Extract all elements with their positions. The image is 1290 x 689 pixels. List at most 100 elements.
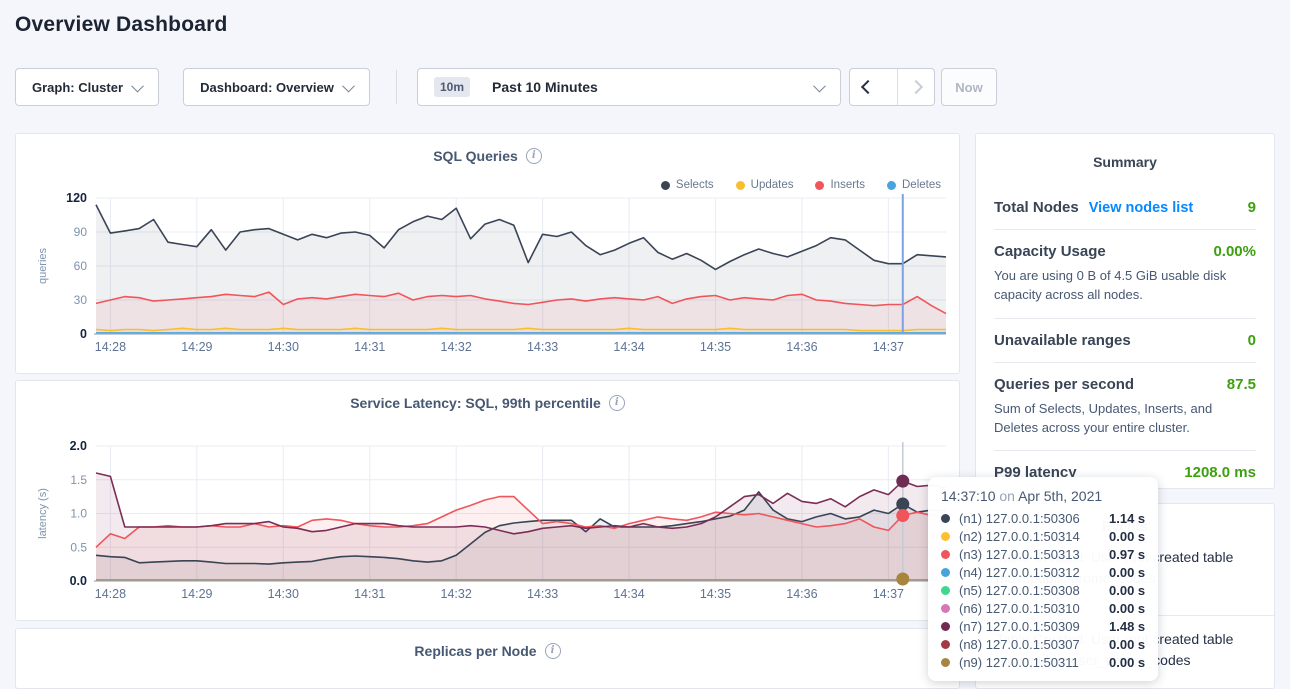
svg-text:60: 60	[74, 259, 88, 273]
svg-text:14:31: 14:31	[354, 587, 385, 601]
tooltip-node-address: (n4) 127.0.0.1:50312	[959, 564, 1080, 580]
info-icon[interactable]: i	[525, 148, 542, 164]
chart-title: Replicas per Node	[414, 643, 537, 659]
svg-text:latency (s): latency (s)	[37, 488, 49, 539]
summary-description: Sum of Selects, Updates, Inserts, and De…	[994, 400, 1213, 435]
graph-dropdown-label: Graph: Cluster	[31, 79, 123, 95]
svg-text:14:30: 14:30	[268, 587, 299, 601]
time-range-label: Past 10 Minutes	[492, 79, 598, 95]
now-button[interactable]: Now	[941, 68, 997, 106]
tooltip-row: (n1) 127.0.0.1:50306 1.14 s	[941, 509, 1146, 527]
node-color-dot-icon	[941, 621, 950, 631]
summary-value: 87.5	[1226, 375, 1256, 393]
summary-label: Queries per second	[994, 375, 1135, 393]
tooltip-node-address: (n8) 127.0.0.1:50307	[959, 636, 1080, 652]
chart-title: Service Latency: SQL, 99th percentile	[350, 395, 601, 411]
svg-text:14:32: 14:32	[441, 340, 472, 354]
chart-title: SQL Queries	[433, 148, 518, 164]
sql-queries-chart[interactable]: 0 30 60 90 120 14:28 14:29 14:30 14:31 14:32 14:33…	[16, 190, 961, 365]
legend-dot-icon	[735, 180, 745, 190]
node-color-dot-icon	[941, 603, 950, 613]
tooltip-node-value: 0.00 s	[1109, 654, 1146, 670]
svg-text:2.0: 2.0	[70, 439, 87, 453]
info-icon[interactable]: i	[544, 643, 561, 659]
summary-title: Summary	[1093, 154, 1157, 170]
svg-text:14:35: 14:35	[700, 587, 731, 601]
chart-hover-tooltip: 14:37:10 on Apr 5th, 2021 (n1) 127.0.0.1…	[928, 477, 1158, 681]
node-color-dot-icon	[941, 513, 950, 523]
svg-text:14:37: 14:37	[873, 340, 904, 354]
node-color-dot-icon	[941, 531, 950, 541]
svg-text:14:33: 14:33	[527, 587, 558, 601]
legend-dot-icon	[660, 180, 670, 190]
summary-panel: Summary Total Nodes View nodes list 9 Capac…	[975, 133, 1275, 489]
time-range-selector[interactable]: 10m Past 10 Minutes	[417, 68, 841, 106]
summary-value: 0	[1247, 331, 1256, 349]
tooltip-row: (n5) 127.0.0.1:50308 0.00 s	[941, 581, 1146, 599]
summary-label: Total Nodes	[994, 199, 1079, 216]
svg-text:0: 0	[80, 327, 87, 341]
prev-time-button[interactable]	[850, 69, 887, 105]
legend-item[interactable]: Deletes	[887, 179, 941, 191]
time-step-buttons	[849, 68, 935, 106]
node-color-dot-icon	[941, 585, 950, 595]
next-time-button[interactable]	[896, 69, 934, 105]
tooltip-node-value: 0.00 s	[1109, 564, 1146, 580]
svg-text:14:28: 14:28	[95, 587, 126, 601]
view-nodes-list-link[interactable]: View nodes list	[1088, 200, 1194, 216]
svg-text:30: 30	[74, 293, 88, 307]
dashboard-dropdown-label: Dashboard: Overview	[200, 79, 334, 95]
service-latency-chart[interactable]: 0.0 0.5 1.0 1.5 2.0 14:28 14:29 14:30 14:31 14:32…	[16, 438, 961, 613]
svg-text:queries: queries	[37, 247, 49, 284]
tooltip-node-value: 1.14 s	[1109, 510, 1146, 526]
dashboard-dropdown[interactable]: Dashboard: Overview	[183, 68, 370, 106]
node-color-dot-icon	[941, 567, 950, 577]
service-latency-panel: Service Latency: SQL, 99th percentile i …	[15, 380, 960, 621]
svg-text:0.0: 0.0	[70, 574, 87, 588]
info-icon[interactable]: i	[608, 395, 625, 411]
tooltip-row: (n9) 127.0.0.1:50311 0.00 s	[941, 653, 1146, 671]
tooltip-node-address: (n1) 127.0.0.1:50306	[959, 510, 1080, 526]
chart-legend: Selects Updates Inserts Deletes	[660, 179, 941, 191]
svg-text:14:30: 14:30	[268, 340, 299, 354]
legend-item[interactable]: Inserts	[815, 179, 865, 191]
time-range-badge: 10m	[434, 77, 471, 97]
tooltip-node-address: (n2) 127.0.0.1:50314	[959, 528, 1080, 544]
svg-text:120: 120	[66, 191, 87, 205]
legend-item[interactable]: Updates	[735, 179, 793, 191]
summary-row: Capacity Usage 0.00% You are using 0 B of …	[994, 229, 1256, 318]
legend-dot-icon	[887, 180, 896, 190]
svg-text:14:33: 14:33	[527, 340, 558, 354]
toolbar-divider	[396, 70, 397, 104]
summary-row: Unavailable ranges 0	[994, 317, 1256, 362]
tooltip-row: (n2) 127.0.0.1:50314 0.00 s	[941, 527, 1146, 545]
graph-dropdown[interactable]: Graph: Cluster	[15, 68, 159, 106]
node-color-dot-icon	[941, 639, 950, 649]
svg-text:14:35: 14:35	[700, 340, 731, 354]
tooltip-row: (n6) 127.0.0.1:50310 0.00 s	[941, 599, 1146, 617]
tooltip-row: (n4) 127.0.0.1:50312 0.00 s	[941, 563, 1146, 581]
tooltip-timestamp: 14:37:10 on Apr 5th, 2021	[941, 488, 1103, 504]
svg-text:14:34: 14:34	[613, 587, 644, 601]
svg-text:14:31: 14:31	[354, 340, 385, 354]
tooltip-node-value: 0.97 s	[1109, 546, 1146, 562]
node-color-dot-icon	[941, 549, 950, 559]
legend-item[interactable]: Selects	[660, 179, 714, 191]
summary-label: Unavailable ranges	[994, 331, 1131, 349]
tooltip-node-address: (n6) 127.0.0.1:50310	[959, 600, 1080, 616]
svg-text:1.0: 1.0	[70, 507, 87, 521]
chevron-right-icon	[908, 79, 924, 95]
tooltip-node-value: 0.00 s	[1109, 582, 1146, 598]
svg-text:1.5: 1.5	[70, 473, 87, 487]
svg-text:14:32: 14:32	[441, 587, 472, 601]
chevron-down-icon	[341, 79, 355, 92]
node-color-dot-icon	[941, 657, 950, 667]
tooltip-node-value: 0.00 s	[1109, 600, 1146, 616]
legend-label: Deletes	[902, 179, 941, 191]
svg-text:14:36: 14:36	[786, 340, 817, 354]
chevron-left-icon	[861, 79, 876, 95]
tooltip-node-address: (n5) 127.0.0.1:50308	[959, 582, 1080, 598]
tooltip-node-value: 0.00 s	[1109, 636, 1146, 652]
sql-queries-panel: SQL Queries i Selects Updates Inserts Delet…	[15, 133, 960, 374]
svg-text:14:29: 14:29	[181, 340, 212, 354]
